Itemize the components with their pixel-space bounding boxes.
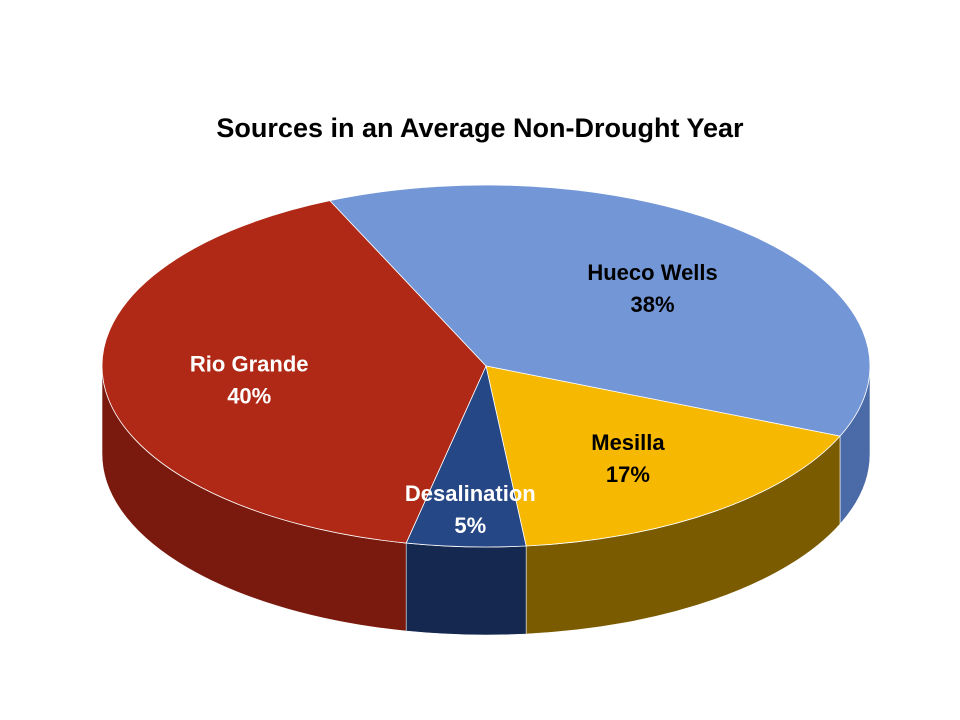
data-label: Rio Grande 40%: [190, 352, 309, 409]
data-label: Mesilla 17%: [591, 430, 665, 487]
chart-title: Sources in an Average Non-Drought Year: [216, 113, 744, 143]
slice: [485, 365, 841, 547]
value-label: 5%: [454, 513, 486, 538]
category-label: Mesilla: [591, 430, 665, 455]
slice: [101, 200, 487, 544]
data-label: Hueco Wells 38%: [587, 260, 717, 317]
data-label: Desalination 5%: [405, 481, 536, 538]
value-label: 40%: [227, 384, 271, 409]
slice: [329, 184, 871, 437]
category-label: Hueco Wells: [587, 260, 717, 285]
category-label: Rio Grande: [190, 352, 309, 377]
category-label: Desalination: [405, 481, 536, 506]
slice-side: [405, 542, 527, 636]
value-label: 38%: [631, 292, 675, 317]
value-label: 17%: [606, 462, 650, 487]
